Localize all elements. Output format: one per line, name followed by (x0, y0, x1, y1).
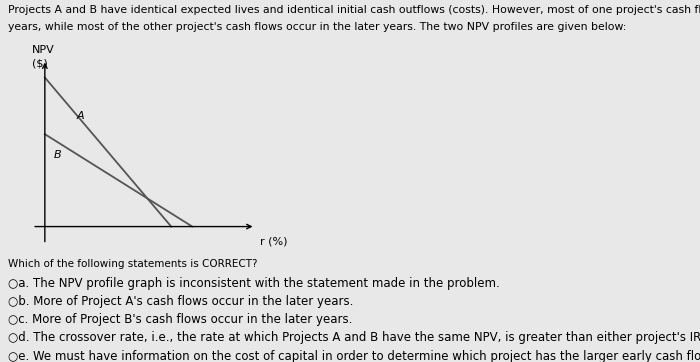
Text: Projects A and B have identical expected lives and identical initial cash outflo: Projects A and B have identical expected… (8, 5, 700, 16)
Text: ($): ($) (32, 59, 48, 68)
Text: B: B (53, 150, 61, 160)
Text: r (%): r (%) (260, 236, 287, 247)
Text: Which of the following statements is CORRECT?: Which of the following statements is COR… (8, 259, 258, 269)
Text: A: A (76, 111, 84, 121)
Text: ○d. The crossover rate, i.e., the rate at which Projects A and B have the same N: ○d. The crossover rate, i.e., the rate a… (8, 331, 700, 344)
Text: NPV: NPV (32, 45, 55, 55)
Text: ○e. We must have information on the cost of capital in order to determine which : ○e. We must have information on the cost… (8, 350, 700, 362)
Text: ○a. The NPV profile graph is inconsistent with the statement made in the problem: ○a. The NPV profile graph is inconsisten… (8, 277, 500, 290)
Text: years, while most of the other project's cash flows occur in the later years. Th: years, while most of the other project's… (8, 22, 626, 32)
Text: ○b. More of Project A's cash flows occur in the later years.: ○b. More of Project A's cash flows occur… (8, 295, 354, 308)
Text: ○c. More of Project B's cash flows occur in the later years.: ○c. More of Project B's cash flows occur… (8, 313, 353, 326)
